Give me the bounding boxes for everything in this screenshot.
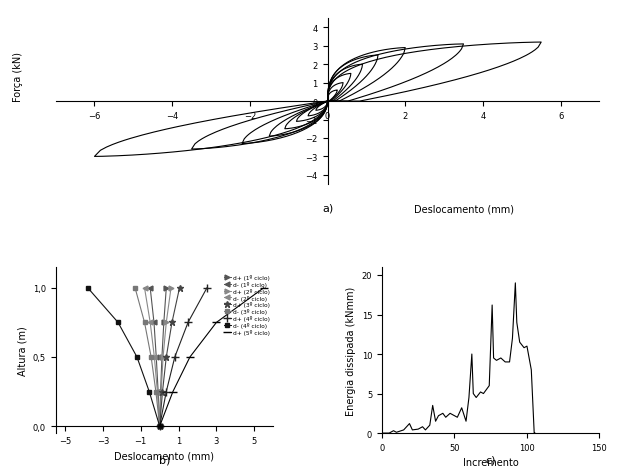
X-axis label: Deslocamento (mm): Deslocamento (mm) xyxy=(413,205,514,215)
Y-axis label: Força (kN): Força (kN) xyxy=(13,52,23,102)
Y-axis label: Energia dissipada (kNmm): Energia dissipada (kNmm) xyxy=(346,286,356,415)
Text: b): b) xyxy=(159,455,170,465)
Text: c): c) xyxy=(486,455,496,465)
X-axis label: Incremento: Incremento xyxy=(463,457,519,467)
Text: a): a) xyxy=(322,203,333,213)
Y-axis label: Altura (m): Altura (m) xyxy=(17,326,27,375)
X-axis label: Deslocamento (mm): Deslocamento (mm) xyxy=(114,450,214,460)
Legend: d+ (1º ciclo), d- (1º ciclo), d+ (2º ciclo), d- (2º ciclo), d+ (3º ciclo), d- (3: d+ (1º ciclo), d- (1º ciclo), d+ (2º cic… xyxy=(223,274,270,336)
